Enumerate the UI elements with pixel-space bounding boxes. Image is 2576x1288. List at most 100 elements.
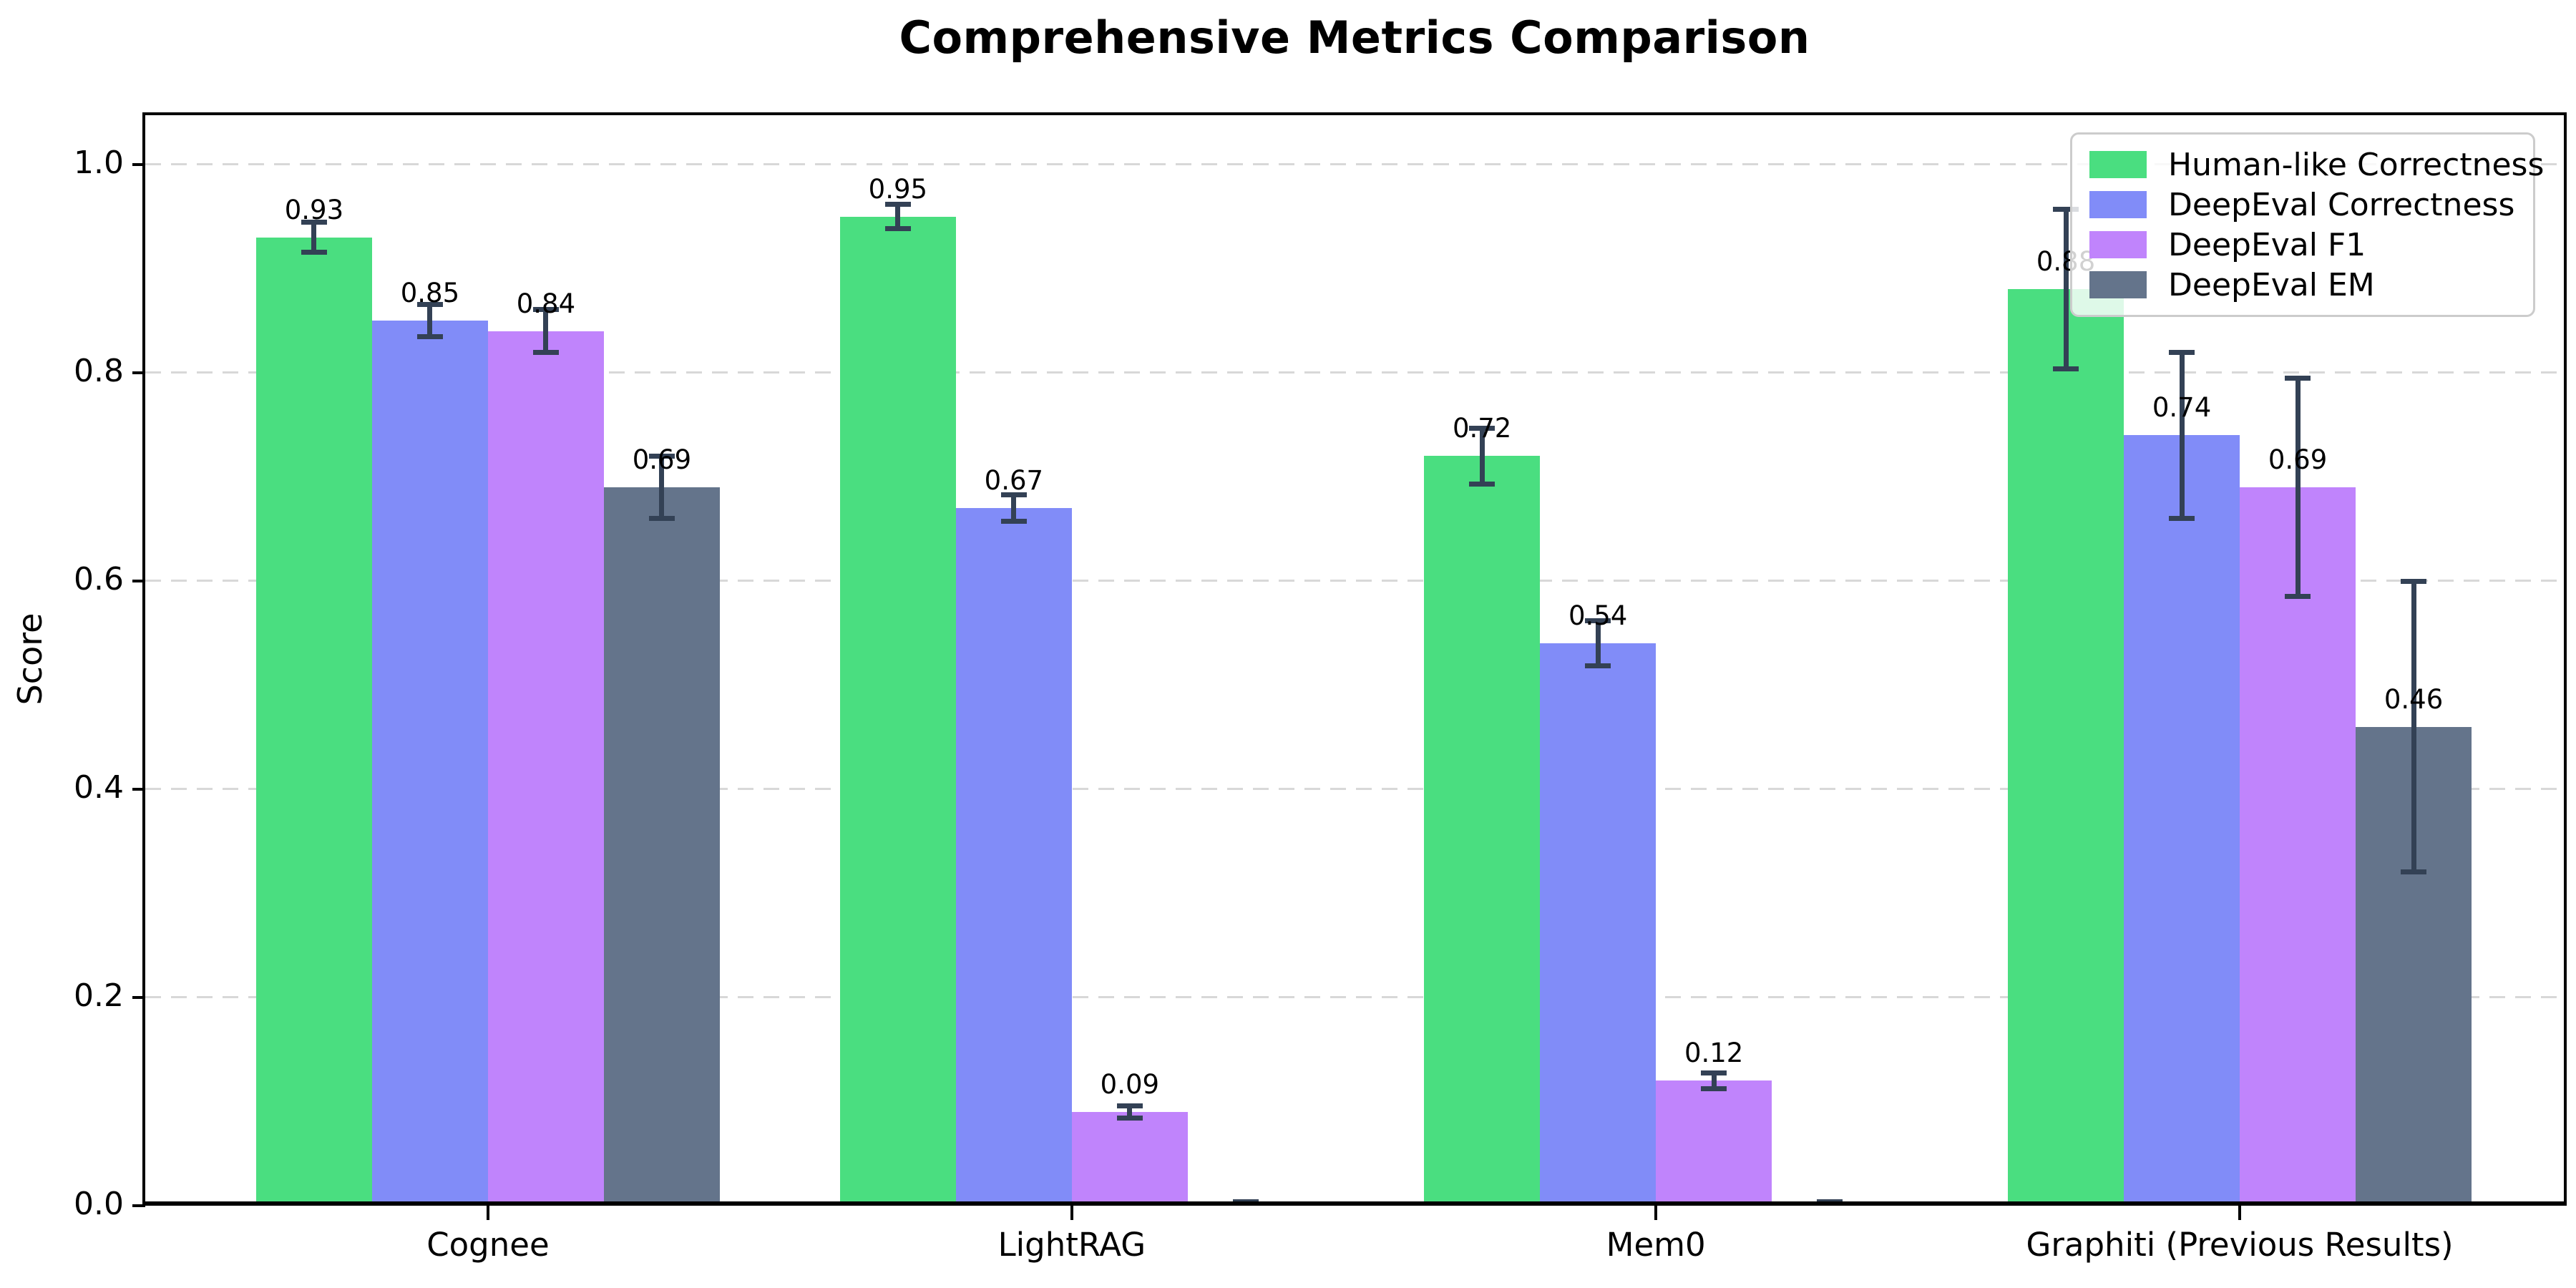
y-tick-mark	[132, 579, 145, 582]
error-bar-cap	[532, 350, 559, 356]
x-tick-label: LightRAG	[997, 1226, 1146, 1264]
error-bar-cap	[2401, 869, 2427, 875]
bar-value-label: 0.93	[284, 194, 344, 225]
bar	[255, 237, 372, 1206]
error-bar-cap	[1585, 663, 1611, 669]
error-bar-cap	[648, 454, 675, 459]
error-bar-cap	[2285, 376, 2311, 381]
bar	[955, 507, 1072, 1206]
error-bar	[895, 204, 901, 229]
bar	[2240, 487, 2356, 1206]
x-tick-label: Cognee	[426, 1226, 550, 1264]
y-tick-label: 0.4	[74, 769, 124, 806]
plot-area: 0.93 0.85 0.84 0.69 0.95 0.67 0.09 0.72 0.54 0.12…	[142, 112, 2567, 1206]
y-tick-mark	[132, 787, 145, 791]
legend-label: Human-like Correctness	[2168, 146, 2545, 183]
x-tick-label: Mem0	[1606, 1226, 1706, 1264]
error-bar-cap	[1585, 618, 1611, 624]
bar	[603, 487, 720, 1206]
bar-value-label: 0.67	[984, 464, 1044, 496]
y-tick-label: 0.2	[74, 977, 124, 1014]
error-bar	[427, 303, 433, 338]
chart-title: Comprehensive Metrics Comparison	[899, 11, 1810, 64]
error-bar	[1479, 427, 1485, 484]
error-bar	[2411, 580, 2416, 873]
error-bar-cap	[1000, 492, 1027, 498]
gridline	[145, 996, 2564, 999]
error-bar-cap	[884, 202, 911, 208]
bar	[1656, 1080, 1772, 1206]
y-tick-label: 0.0	[74, 1186, 124, 1222]
bar	[1424, 456, 1541, 1206]
error-bar-cap	[1701, 1070, 1727, 1075]
bar-value-label: 0.95	[868, 173, 928, 205]
bar	[2124, 435, 2240, 1206]
bar-value-label: 0.09	[1100, 1069, 1160, 1101]
error-bar	[2179, 351, 2185, 519]
error-bar-cap	[884, 225, 911, 231]
bar	[487, 331, 604, 1206]
error-bar	[311, 221, 317, 253]
legend: Human-like Correctness DeepEval Correctn…	[2070, 132, 2544, 317]
gridline	[145, 163, 2564, 166]
error-bar-cap	[1000, 518, 1027, 524]
error-bar-cap	[532, 307, 559, 313]
axis-spine	[145, 112, 2564, 115]
legend-label: DeepEval Correctness	[2168, 186, 2515, 223]
error-bar	[543, 309, 549, 353]
bar	[2008, 289, 2124, 1206]
error-bar	[2295, 378, 2301, 597]
legend-swatch-deepeval-em	[2089, 271, 2147, 298]
legend-label: DeepEval EM	[2168, 266, 2375, 303]
bar	[1540, 643, 1657, 1206]
bar-value-label: 0.12	[1684, 1038, 1744, 1069]
bar	[839, 216, 956, 1206]
error-bar-cap	[648, 515, 675, 521]
bar-value-label: 0.69	[2268, 444, 2328, 475]
legend-swatch-human-like-correctness	[2089, 151, 2147, 178]
error-bar-cap	[1701, 1086, 1727, 1091]
error-bar-cap	[301, 219, 327, 225]
y-tick-mark	[132, 371, 145, 374]
error-bar	[1595, 620, 1601, 667]
error-bar	[2063, 209, 2069, 370]
bar-value-label: 0.74	[2152, 392, 2212, 424]
error-bar-cap	[2169, 515, 2195, 521]
legend-item: DeepEval Correctness	[2089, 185, 2515, 225]
axis-spine	[142, 112, 145, 1206]
error-bar-cap	[2053, 207, 2079, 213]
legend-swatch-deepeval-correctness	[2089, 191, 2147, 218]
y-tick-mark	[132, 162, 145, 166]
error-bar-cap	[2285, 593, 2311, 599]
axis-spine	[145, 1201, 2564, 1206]
legend-swatch-deepeval-f1	[2089, 231, 2147, 258]
axis-spine	[2564, 112, 2567, 1206]
x-tick-label: Graphiti (Previous Results)	[2026, 1226, 2454, 1264]
x-tick-mark	[486, 1206, 489, 1220]
bar	[1071, 1112, 1188, 1206]
x-tick-mark	[2238, 1206, 2242, 1220]
bar-value-label: 0.46	[2384, 683, 2444, 715]
error-bar-cap	[2401, 578, 2427, 584]
x-tick-mark	[1070, 1206, 1073, 1220]
y-tick-mark	[132, 1204, 145, 1207]
bar-value-label: 0.69	[632, 444, 692, 475]
legend-item: DeepEval F1	[2089, 225, 2512, 265]
legend-label: DeepEval F1	[2168, 226, 2366, 263]
x-tick-mark	[1654, 1206, 1658, 1220]
bar-value-label: 0.72	[1452, 413, 1512, 444]
bar	[371, 321, 488, 1206]
error-bar-cap	[1116, 1103, 1143, 1109]
bar-value-label: 0.54	[1568, 600, 1628, 632]
y-tick-mark	[132, 995, 145, 999]
legend-item: DeepEval EM	[2089, 265, 2512, 305]
gridline	[145, 788, 2564, 791]
error-bar	[1011, 494, 1017, 522]
y-tick-label: 0.8	[74, 352, 124, 389]
error-bar	[659, 456, 665, 519]
error-bar-cap	[416, 334, 443, 340]
error-bar-cap	[1469, 481, 1496, 487]
y-tick-label: 1.0	[74, 144, 124, 181]
error-bar-cap	[416, 301, 443, 307]
